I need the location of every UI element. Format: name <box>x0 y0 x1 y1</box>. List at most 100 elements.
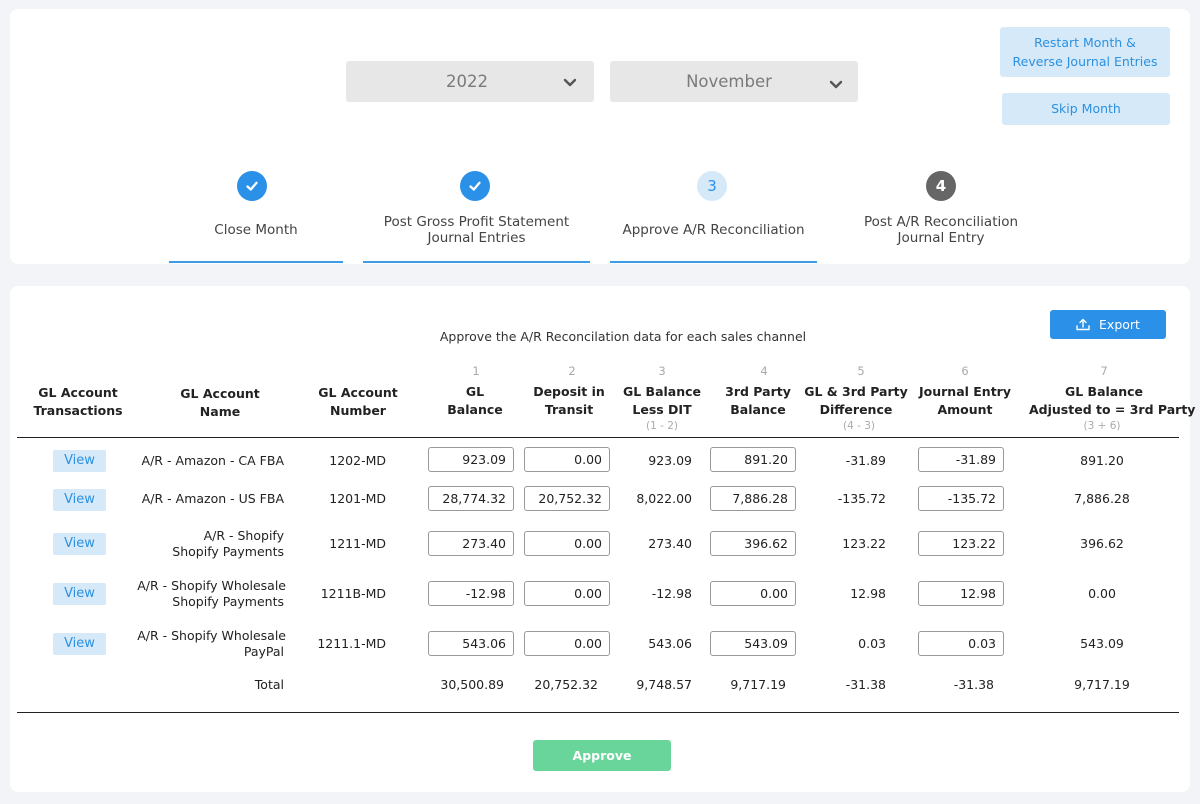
third-party-balance-input[interactable]: 0.00 <box>710 581 796 606</box>
header-col-number: 5 <box>857 364 865 378</box>
gl-account-name-line2: Shopify Payments <box>172 594 284 609</box>
adjusted-balance-value: 891.20 <box>1080 453 1124 468</box>
journal-entry-input[interactable]: 12.98 <box>918 581 1004 606</box>
gl-account-number: 1202-MD <box>329 453 386 468</box>
step-label-line1: Post Gross Profit Statement <box>383 214 570 230</box>
deposit-transit-input[interactable]: 20,752.32 <box>524 486 610 511</box>
skip-month-label: Skip Month <box>1051 101 1121 116</box>
total-third-party: 9,717.19 <box>730 677 786 692</box>
gl-account-name-line1: A/R - Shopify Wholesale <box>137 578 286 593</box>
gl-account-number: 1211B-MD <box>320 586 386 601</box>
header-divider <box>17 437 1179 438</box>
journal-entry-input[interactable]: -135.72 <box>918 486 1004 511</box>
view-transactions-button[interactable]: View <box>53 489 106 511</box>
header-gl-balance: GL Balance <box>447 384 503 417</box>
gl-account-name-line1: A/R - Shopify Wholesale <box>137 628 286 643</box>
month-select[interactable]: November <box>610 61 858 102</box>
step-post-ar-journal[interactable]: 4 Post A/R Reconciliation Journal Entry <box>840 171 1042 264</box>
period-header-panel <box>10 9 1190 264</box>
total-less-dit: 9,748.57 <box>636 677 692 692</box>
export-button[interactable]: Export <box>1050 310 1166 339</box>
third-party-balance-input[interactable]: 891.20 <box>710 447 796 472</box>
gl-account-name: A/R - Amazon - US FBA <box>141 491 284 506</box>
step-approve-ar[interactable]: 3 Approve A/R Reconciliation <box>610 171 817 264</box>
header-gl-name: GL Account Name <box>180 386 260 419</box>
chevron-down-icon <box>563 78 577 87</box>
gl-less-dit-value: -12.98 <box>651 586 692 601</box>
deposit-transit-input[interactable]: 0.00 <box>524 531 610 556</box>
total-deposit-transit: 20,752.32 <box>534 677 598 692</box>
upload-icon <box>1076 318 1090 331</box>
view-transactions-button[interactable]: View <box>53 583 106 605</box>
header-gl-transactions: GL Account Transactions <box>33 385 123 418</box>
adjusted-balance-value: 396.62 <box>1080 536 1124 551</box>
step-underline <box>610 261 817 263</box>
third-party-balance-input[interactable]: 543.09 <box>710 631 796 656</box>
step-underline <box>363 261 590 263</box>
header-difference: GL & 3rd Party Difference <box>804 384 908 417</box>
table-footer-divider <box>17 712 1179 713</box>
header-third-party: 3rd Party Balance <box>725 384 791 417</box>
total-label: Total <box>254 677 284 692</box>
third-party-balance-input[interactable]: 396.62 <box>710 531 796 556</box>
gl-account-name-line2: PayPal <box>243 644 284 659</box>
gl-balance-input[interactable]: 543.06 <box>428 631 514 656</box>
deposit-transit-input[interactable]: 0.00 <box>524 447 610 472</box>
gl-less-dit-value: 923.09 <box>648 453 692 468</box>
adjusted-balance-value: 7,886.28 <box>1074 491 1130 506</box>
journal-entry-input[interactable]: 0.03 <box>918 631 1004 656</box>
view-transactions-button[interactable]: View <box>53 450 106 472</box>
step-complete-check-icon <box>460 171 490 201</box>
step-label: Close Month <box>214 222 298 238</box>
adjusted-balance-value: 543.09 <box>1080 636 1124 651</box>
header-je-amount: Journal Entry Amount <box>919 384 1011 417</box>
step-label-line2: Journal Entries <box>427 230 526 246</box>
step-label: Approve A/R Reconciliation <box>622 222 805 238</box>
step-underline <box>169 261 343 263</box>
step-close-month[interactable]: Close Month <box>169 171 343 264</box>
gl-balance-input[interactable]: -12.98 <box>428 581 514 606</box>
header-col-number: 3 <box>658 364 666 378</box>
approve-button[interactable]: Approve <box>533 740 671 771</box>
deposit-transit-input[interactable]: 0.00 <box>524 631 610 656</box>
table-row: View A/R - Shopify Wholesale PayPal 1211… <box>0 624 1200 664</box>
step-post-gross-profit[interactable]: Post Gross Profit Statement Journal Entr… <box>363 171 590 264</box>
journal-entry-input[interactable]: -31.89 <box>918 447 1004 472</box>
third-party-balance-input[interactable]: 7,886.28 <box>710 486 796 511</box>
header-col-number: 6 <box>961 364 969 378</box>
total-row: Total 30,500.89 20,752.32 9,748.57 9,717… <box>0 668 1200 708</box>
gl-account-name: A/R - Amazon - CA FBA <box>141 453 284 468</box>
header-deposit-transit: Deposit in Transit <box>533 384 605 417</box>
difference-value: 12.98 <box>850 586 886 601</box>
header-formula: (1 - 2) <box>645 420 679 432</box>
difference-value: -135.72 <box>837 491 886 506</box>
view-transactions-button[interactable]: View <box>53 533 106 555</box>
restart-month-label-line1: Restart Month & <box>1034 35 1136 50</box>
skip-month-button[interactable]: Skip Month <box>1002 93 1170 125</box>
deposit-transit-input[interactable]: 0.00 <box>524 581 610 606</box>
chevron-down-icon <box>829 80 843 89</box>
step-label-line1: Post A/R Reconciliation <box>863 214 1019 230</box>
header-gl-number: GL Account Number <box>318 385 398 418</box>
difference-value: -31.89 <box>845 453 886 468</box>
year-select[interactable]: 2022 <box>346 61 594 102</box>
header-formula: (3 + 6) <box>1083 420 1121 432</box>
gl-balance-input[interactable]: 923.09 <box>428 447 514 472</box>
adjusted-balance-value: 0.00 <box>1088 586 1116 601</box>
header-less-dit: GL Balance Less DIT <box>622 384 702 417</box>
gl-less-dit-value: 273.40 <box>648 536 692 551</box>
difference-value: 0.03 <box>858 636 886 651</box>
gl-balance-input[interactable]: 28,774.32 <box>428 486 514 511</box>
view-transactions-button[interactable]: View <box>53 633 106 655</box>
header-adjusted: GL Balance Adjusted to = 3rd Party <box>1029 384 1196 417</box>
gl-less-dit-value: 8,022.00 <box>636 491 692 506</box>
header-col-number: 2 <box>568 364 576 378</box>
gl-less-dit-value: 543.06 <box>648 636 692 651</box>
journal-entry-input[interactable]: 123.22 <box>918 531 1004 556</box>
restart-month-button[interactable]: Restart Month & Reverse Journal Entries <box>1000 27 1170 77</box>
table-row: View A/R - Shopify Wholesale Shopify Pay… <box>0 574 1200 614</box>
gl-account-name-line1: A/R - Shopify <box>203 528 284 543</box>
gl-balance-input[interactable]: 273.40 <box>428 531 514 556</box>
export-label: Export <box>1099 317 1140 332</box>
restart-month-label-line2: Reverse Journal Entries <box>1012 54 1158 69</box>
